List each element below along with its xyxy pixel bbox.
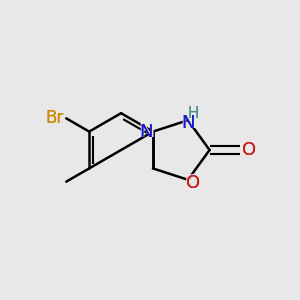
Text: O: O bbox=[240, 140, 257, 160]
Text: Br: Br bbox=[46, 109, 64, 127]
Text: H: H bbox=[188, 106, 199, 121]
Text: Br: Br bbox=[46, 109, 64, 127]
Text: N: N bbox=[140, 123, 153, 141]
Text: O: O bbox=[242, 141, 256, 159]
Text: O: O bbox=[242, 141, 256, 159]
Text: Br: Br bbox=[41, 109, 64, 127]
Text: N: N bbox=[140, 123, 153, 141]
Text: H: H bbox=[188, 106, 199, 121]
Text: N: N bbox=[181, 114, 195, 132]
Text: O: O bbox=[186, 174, 200, 192]
Text: N: N bbox=[181, 114, 195, 132]
Text: N: N bbox=[180, 113, 196, 132]
Text: O: O bbox=[185, 173, 202, 192]
Text: N: N bbox=[138, 122, 154, 141]
Text: O: O bbox=[186, 174, 200, 192]
